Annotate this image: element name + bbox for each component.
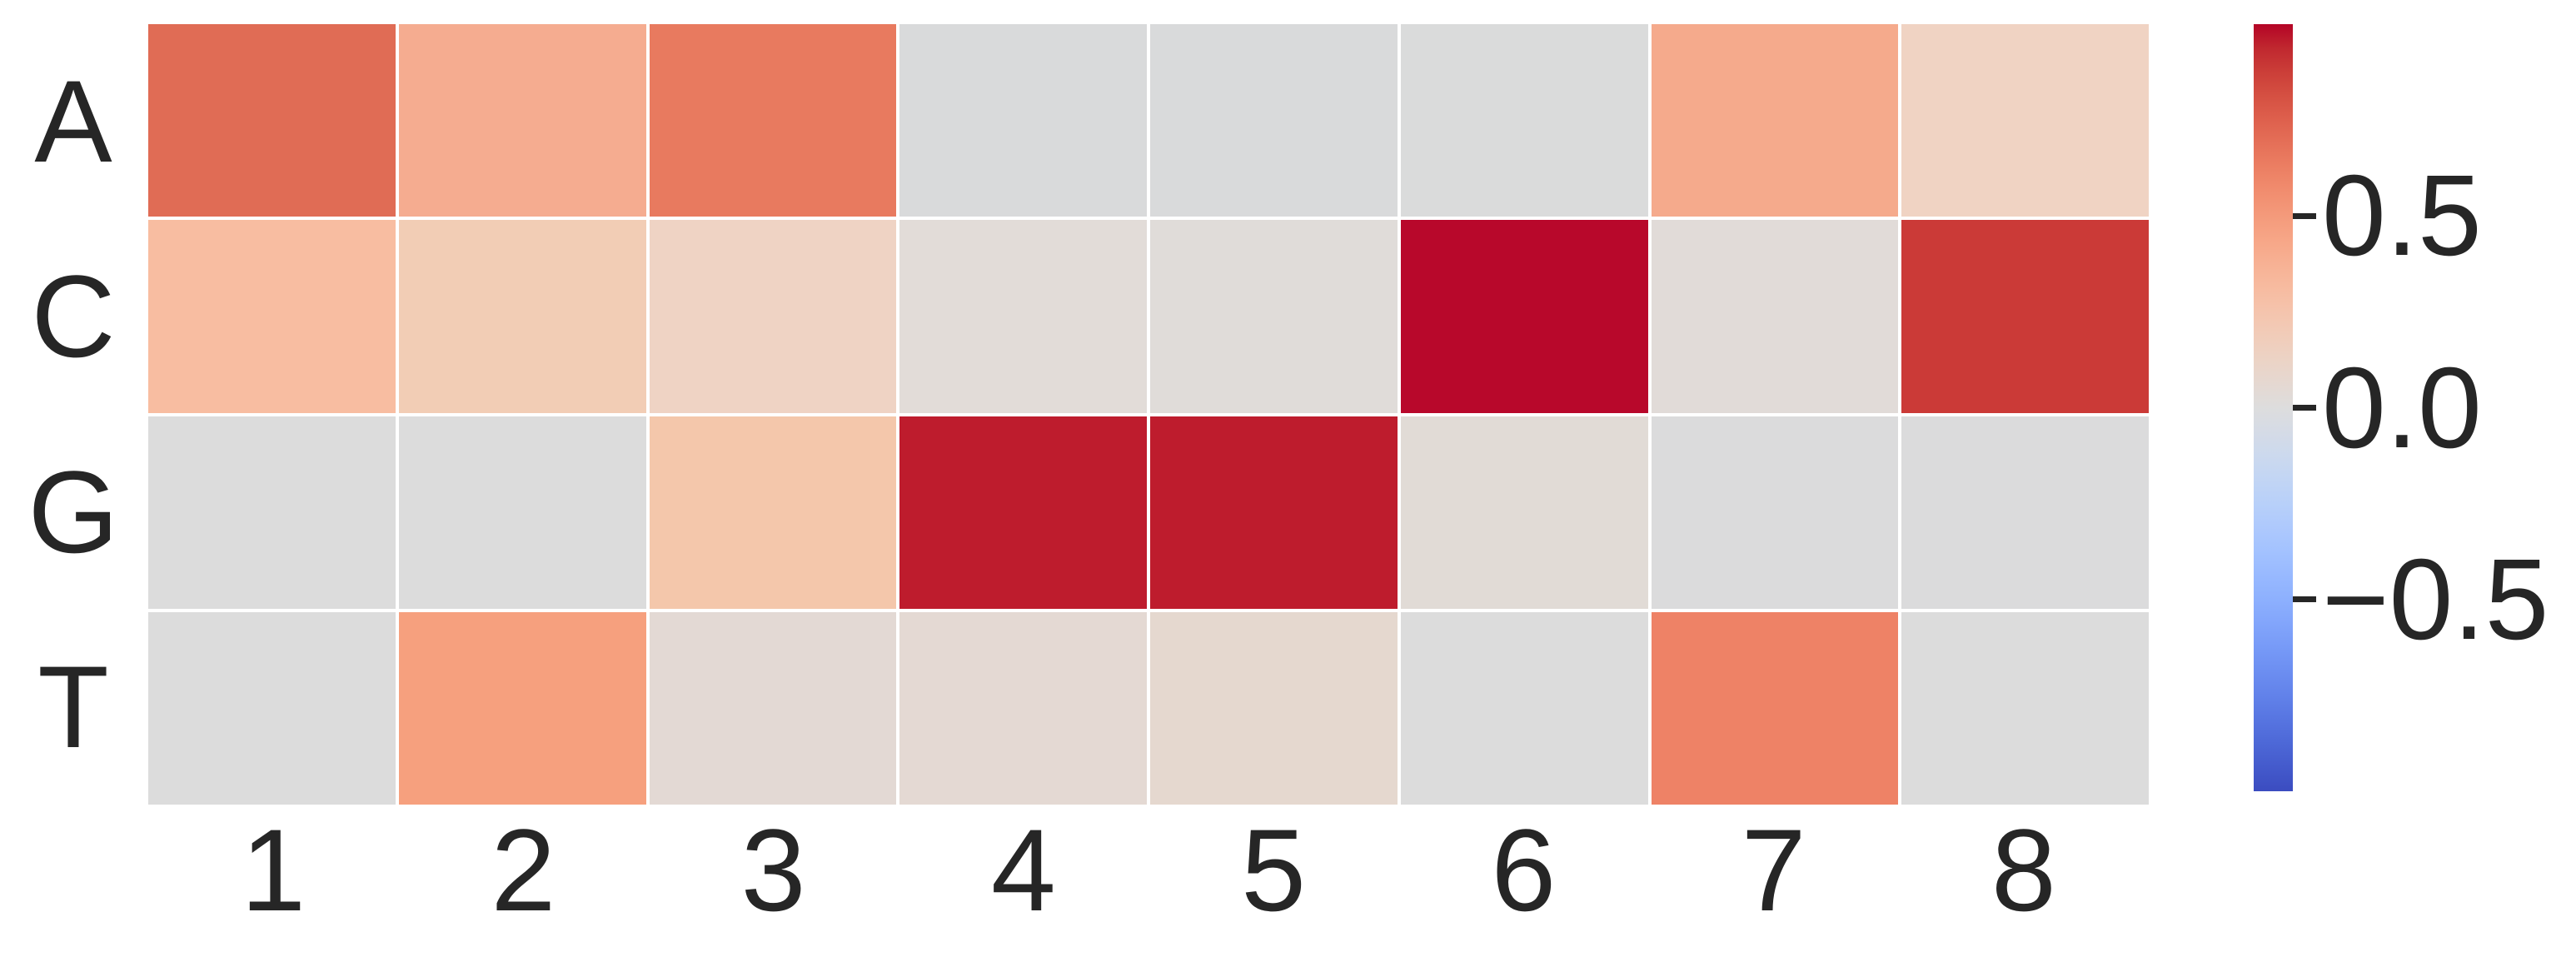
heatmap-cell-T6 [1400, 611, 1648, 805]
heatmap-grid [148, 24, 2149, 805]
heatmap-cell-A4 [899, 24, 1147, 217]
heatmap-cell-G6 [1400, 416, 1648, 609]
colorbar-tick-−0.5 [2293, 596, 2316, 603]
row-label-A: A [34, 56, 112, 187]
colorbar-tick-0.5 [2293, 212, 2316, 219]
heatmap-cell-G5 [1150, 416, 1398, 609]
heatmap-cell-A2 [398, 24, 646, 217]
heatmap-cell-C1 [148, 220, 396, 413]
colorbar-tick-0.0 [2293, 405, 2316, 411]
colorbar-tick-label-0.5: 0.5 [2322, 152, 2482, 281]
heatmap-cell-G4 [899, 416, 1147, 609]
colorbar-gradient [2254, 24, 2293, 791]
col-label-8: 8 [1991, 805, 2056, 935]
heatmap-cell-G7 [1651, 416, 1899, 609]
heatmap-cell-A7 [1651, 24, 1899, 217]
heatmap-cell-G1 [148, 416, 396, 609]
heatmap-cell-A8 [1901, 24, 2149, 217]
col-label-1: 1 [241, 805, 306, 935]
heatmap-cell-C7 [1651, 220, 1899, 413]
heatmap-cell-T7 [1651, 611, 1899, 805]
heatmap-cell-T3 [649, 611, 897, 805]
colorbar-tick-label-−0.5: −0.5 [2322, 535, 2549, 664]
heatmap-cell-G2 [398, 416, 646, 609]
heatmap-cell-G8 [1901, 416, 2149, 609]
col-label-4: 4 [990, 805, 1056, 935]
col-label-3: 3 [740, 805, 806, 935]
col-label-2: 2 [491, 805, 556, 935]
heatmap-cell-C5 [1150, 220, 1398, 413]
heatmap-cell-A1 [148, 24, 396, 217]
heatmap-cell-A6 [1400, 24, 1648, 217]
heatmap-cell-T5 [1150, 611, 1398, 805]
heatmap-cell-G3 [649, 416, 897, 609]
heatmap-cell-C3 [649, 220, 897, 413]
col-label-5: 5 [1241, 805, 1307, 935]
heatmap-cell-A5 [1150, 24, 1398, 217]
heatmap-cell-C6 [1400, 220, 1648, 413]
heatmap-cell-C4 [899, 220, 1147, 413]
heatmap-cell-A3 [649, 24, 897, 217]
row-label-G: G [27, 446, 119, 577]
heatmap-cell-C2 [398, 220, 646, 413]
heatmap-cell-T2 [398, 611, 646, 805]
row-label-C: C [31, 251, 116, 382]
heatmap-cell-T1 [148, 611, 396, 805]
col-label-7: 7 [1741, 805, 1806, 935]
colorbar-tick-label-0.0: 0.0 [2322, 343, 2482, 472]
heatmap-cell-T4 [899, 611, 1147, 805]
heatmap-cell-C8 [1901, 220, 2149, 413]
col-label-6: 6 [1491, 805, 1557, 935]
heatmap-cell-T8 [1901, 611, 2149, 805]
row-label-T: T [37, 640, 109, 772]
